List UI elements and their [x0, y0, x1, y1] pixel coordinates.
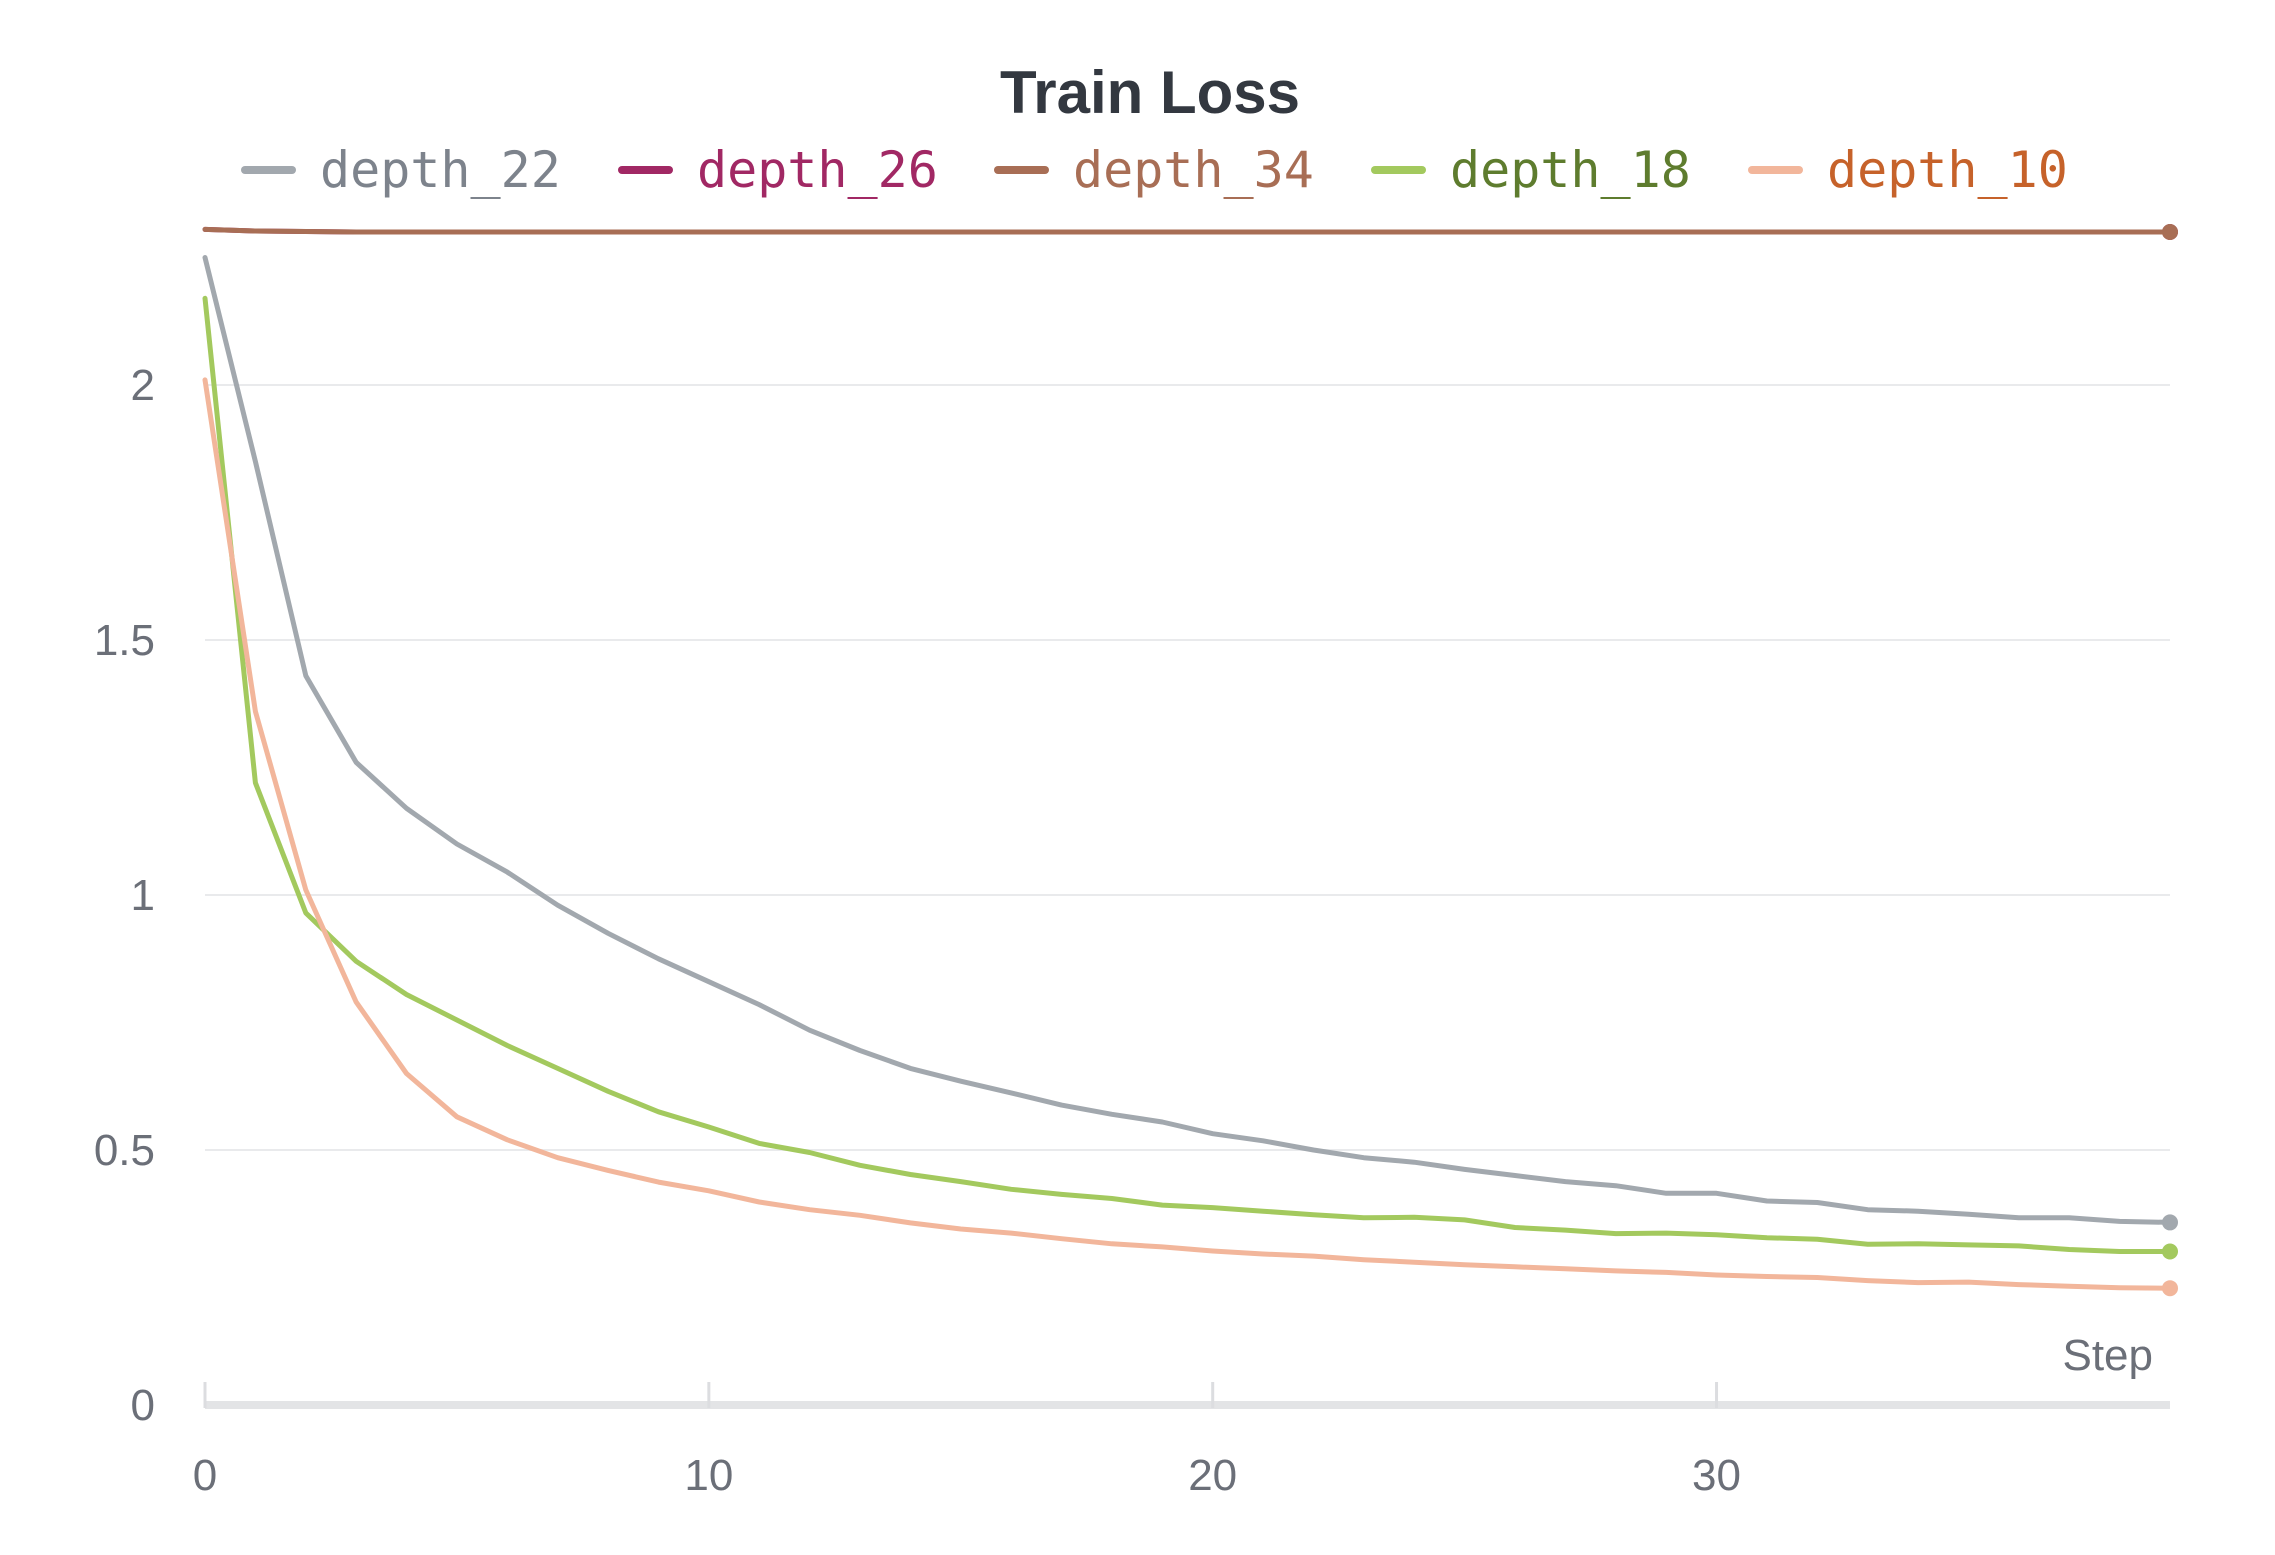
series-line-depth_18[interactable]: [202, 295, 2173, 1254]
series-line-depth_22[interactable]: [202, 255, 2173, 1225]
series-end-marker-depth_18[interactable]: [2162, 1243, 2178, 1260]
legend-item-depth_10[interactable]: depth_10: [1748, 141, 2068, 199]
x-tick-label: 0: [193, 1451, 217, 1500]
legend-item-depth_18[interactable]: depth_18: [1371, 141, 1691, 199]
y-tick-label: 2: [131, 361, 155, 410]
x-tick-label: 10: [684, 1451, 733, 1500]
y-tick-label: 1: [131, 871, 155, 920]
series-end-marker-depth_22[interactable]: [2162, 1214, 2178, 1231]
legend-label: depth_22: [320, 141, 561, 199]
x-axis-title: Step: [2062, 1331, 2153, 1380]
grid: [205, 384, 2170, 1151]
legend-label: depth_26: [697, 141, 938, 199]
y-tick-label: 0.5: [94, 1126, 155, 1175]
legend-item-depth_34[interactable]: depth_34: [994, 141, 1314, 199]
x-tick-label: 20: [1188, 1451, 1237, 1500]
legend-item-depth_22[interactable]: depth_22: [241, 141, 561, 199]
y-tick-label: 0: [131, 1381, 155, 1430]
series-group[interactable]: [202, 224, 2178, 1297]
x-tick-label: 30: [1692, 1451, 1741, 1500]
legend-label: depth_18: [1450, 141, 1691, 199]
chart-title: Train Loss: [1000, 59, 1300, 126]
series-end-marker-depth_34[interactable]: [2162, 224, 2178, 240]
legend-label: depth_34: [1073, 141, 1314, 199]
legend[interactable]: depth_22 depth_26 depth_34 depth_18 depth_10: [241, 141, 2068, 199]
y-tick-label: 1.5: [94, 616, 155, 665]
series-end-marker-depth_10[interactable]: [2162, 1280, 2178, 1297]
series-line-depth_10[interactable]: [202, 377, 2173, 1291]
legend-label: depth_10: [1827, 141, 2068, 199]
legend-item-depth_26[interactable]: depth_26: [618, 141, 938, 199]
series-line-depth_34[interactable]: [202, 226, 2173, 235]
axes: 00.511.520 10 20 30: [94, 361, 2170, 1500]
